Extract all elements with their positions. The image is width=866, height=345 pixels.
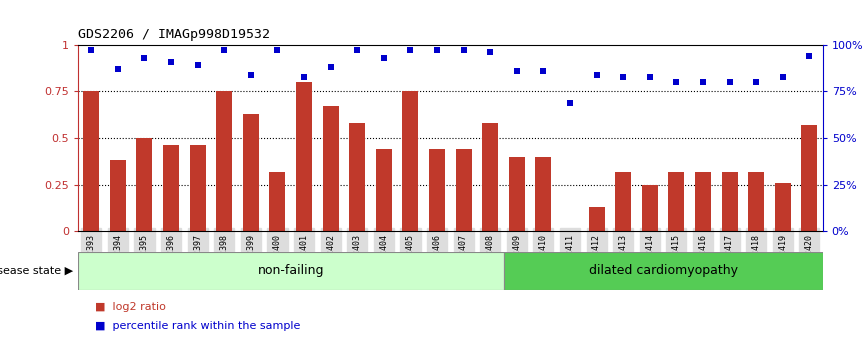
- Point: [244, 72, 258, 77]
- Point: [270, 48, 284, 53]
- Bar: [589, 207, 604, 231]
- Bar: [269, 171, 286, 231]
- Bar: [801, 125, 818, 231]
- Text: ■  log2 ratio: ■ log2 ratio: [95, 302, 166, 312]
- Bar: [503, 252, 823, 290]
- Text: GDS2206 / IMAGp998D19532: GDS2206 / IMAGp998D19532: [78, 28, 270, 41]
- Bar: [137, 138, 152, 231]
- Bar: [669, 171, 684, 231]
- Point: [617, 74, 630, 79]
- Bar: [296, 82, 312, 231]
- Bar: [403, 91, 418, 231]
- Point: [643, 74, 656, 79]
- Bar: [216, 91, 232, 231]
- Point: [377, 55, 391, 61]
- Point: [510, 68, 524, 74]
- Bar: [376, 149, 391, 231]
- Point: [138, 55, 152, 61]
- Point: [536, 68, 551, 74]
- Point: [84, 48, 98, 53]
- Bar: [110, 160, 126, 231]
- Point: [590, 72, 604, 77]
- Bar: [775, 183, 791, 231]
- Text: non-failing: non-failing: [257, 264, 324, 277]
- Point: [696, 79, 710, 85]
- Bar: [695, 171, 711, 231]
- Point: [191, 62, 204, 68]
- Bar: [615, 171, 631, 231]
- Bar: [323, 106, 339, 231]
- Bar: [721, 171, 738, 231]
- Bar: [482, 123, 498, 231]
- Bar: [429, 149, 445, 231]
- Bar: [349, 123, 365, 231]
- Point: [563, 100, 577, 105]
- Point: [749, 79, 763, 85]
- Bar: [535, 157, 552, 231]
- Point: [404, 48, 417, 53]
- Point: [669, 79, 683, 85]
- Point: [456, 48, 470, 53]
- Point: [803, 53, 817, 59]
- Bar: [83, 91, 100, 231]
- Text: disease state ▶: disease state ▶: [0, 266, 74, 276]
- Point: [217, 48, 231, 53]
- Bar: [509, 157, 525, 231]
- Point: [297, 74, 311, 79]
- Bar: [642, 185, 658, 231]
- Point: [776, 74, 790, 79]
- Bar: [456, 149, 472, 231]
- Point: [350, 48, 364, 53]
- Text: ■  percentile rank within the sample: ■ percentile rank within the sample: [95, 321, 301, 331]
- Bar: [78, 252, 503, 290]
- Bar: [242, 114, 259, 231]
- Point: [111, 66, 125, 72]
- Point: [483, 50, 497, 55]
- Bar: [748, 171, 764, 231]
- Point: [164, 59, 178, 65]
- Bar: [190, 146, 205, 231]
- Point: [430, 48, 444, 53]
- Bar: [163, 146, 179, 231]
- Point: [722, 79, 736, 85]
- Point: [324, 65, 338, 70]
- Text: dilated cardiomyopathy: dilated cardiomyopathy: [589, 264, 738, 277]
